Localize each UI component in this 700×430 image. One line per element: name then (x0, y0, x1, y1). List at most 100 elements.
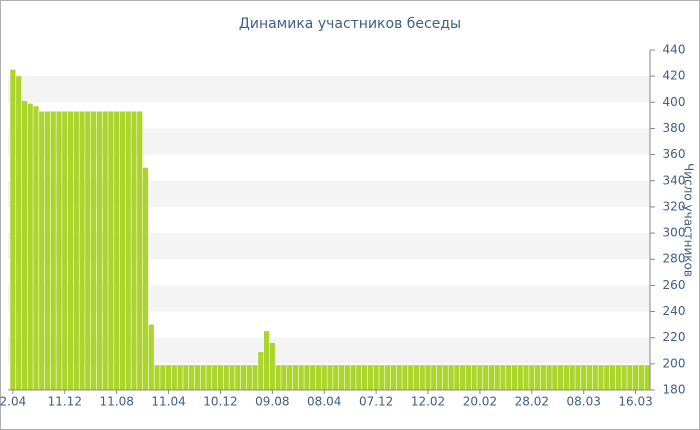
bar (56, 111, 62, 390)
bar (160, 365, 166, 390)
bar (269, 342, 275, 390)
y-tick-label: 320 (663, 199, 686, 213)
bar (333, 365, 339, 390)
bar (373, 365, 379, 390)
bar (177, 365, 183, 390)
x-tick-label: 08.04 (307, 395, 341, 409)
y-tick-label: 360 (663, 147, 686, 161)
y-tick-label: 400 (663, 95, 686, 109)
bar (604, 365, 610, 390)
bar (223, 365, 229, 390)
bar (79, 111, 85, 390)
x-tick-label: 10.12 (203, 395, 237, 409)
bar (67, 111, 74, 390)
bar (621, 365, 627, 390)
bar (304, 365, 310, 390)
y-tick-label: 180 (663, 383, 686, 397)
bar (419, 365, 425, 390)
bar (558, 365, 564, 390)
chart-title: Динамика участников беседы (239, 16, 461, 32)
bar (362, 365, 368, 390)
bar (200, 365, 206, 390)
bar (212, 365, 218, 390)
bar (62, 111, 68, 390)
bar (350, 365, 356, 390)
bar (171, 365, 177, 390)
bar (235, 365, 241, 390)
x-tick-label: 09.08 (255, 395, 289, 409)
bar (217, 365, 224, 390)
bar (33, 106, 39, 390)
x-tick-label: 08.03 (567, 395, 601, 409)
y-tick-label: 220 (663, 330, 686, 344)
bar (183, 365, 189, 390)
y-tick-label: 440 (663, 43, 686, 57)
bar (500, 365, 506, 390)
grid-band (8, 76, 650, 103)
bar (206, 365, 212, 390)
bar (44, 111, 51, 390)
bar (338, 365, 345, 390)
bar (96, 111, 102, 390)
bar (609, 365, 616, 390)
x-tick-label: 11.08 (99, 395, 133, 409)
bar (483, 365, 489, 390)
bar (632, 365, 639, 390)
bar (229, 365, 235, 390)
y-tick-label: 340 (663, 173, 686, 187)
bar (258, 352, 264, 390)
bar (287, 365, 293, 390)
bar (402, 365, 408, 390)
bar (408, 365, 414, 390)
bar (575, 365, 581, 390)
bar (21, 101, 28, 390)
bar (413, 365, 420, 390)
bar (586, 365, 593, 390)
x-tick-label: 2.04 (0, 395, 26, 409)
bar (50, 111, 56, 390)
bar (85, 111, 91, 390)
y-tick-label: 420 (663, 69, 686, 83)
bar (344, 365, 350, 390)
bar (108, 111, 114, 390)
bar (442, 365, 448, 390)
y-tick-label: 380 (663, 121, 686, 135)
bar (154, 365, 160, 390)
bar (529, 365, 535, 390)
bar (627, 365, 633, 390)
bar (16, 76, 22, 391)
bar (506, 365, 512, 390)
bar (431, 365, 437, 390)
bar (275, 365, 281, 390)
bar (10, 69, 16, 390)
bar (356, 365, 362, 390)
bar (598, 365, 604, 390)
bar (436, 365, 443, 390)
bar (310, 365, 316, 390)
bar (125, 111, 131, 390)
x-tick-label: 28.02 (515, 395, 549, 409)
bar (194, 365, 200, 390)
bar (494, 365, 500, 390)
x-tick-label: 20.02 (463, 395, 497, 409)
bar (137, 111, 143, 390)
bar (390, 365, 397, 390)
bar (379, 365, 385, 390)
bar (540, 365, 546, 390)
y-axis-label: Число участников (682, 163, 696, 277)
y-tick-label: 200 (663, 356, 686, 370)
bar (102, 111, 108, 390)
bar (240, 365, 247, 390)
y-tick-label: 280 (663, 252, 686, 266)
bar (281, 365, 287, 390)
bar (73, 111, 79, 390)
bar (581, 365, 587, 390)
bar (252, 365, 258, 390)
bar (131, 111, 137, 390)
bar (148, 324, 154, 390)
bar (292, 365, 298, 390)
bar (460, 365, 466, 390)
bar (119, 111, 126, 390)
